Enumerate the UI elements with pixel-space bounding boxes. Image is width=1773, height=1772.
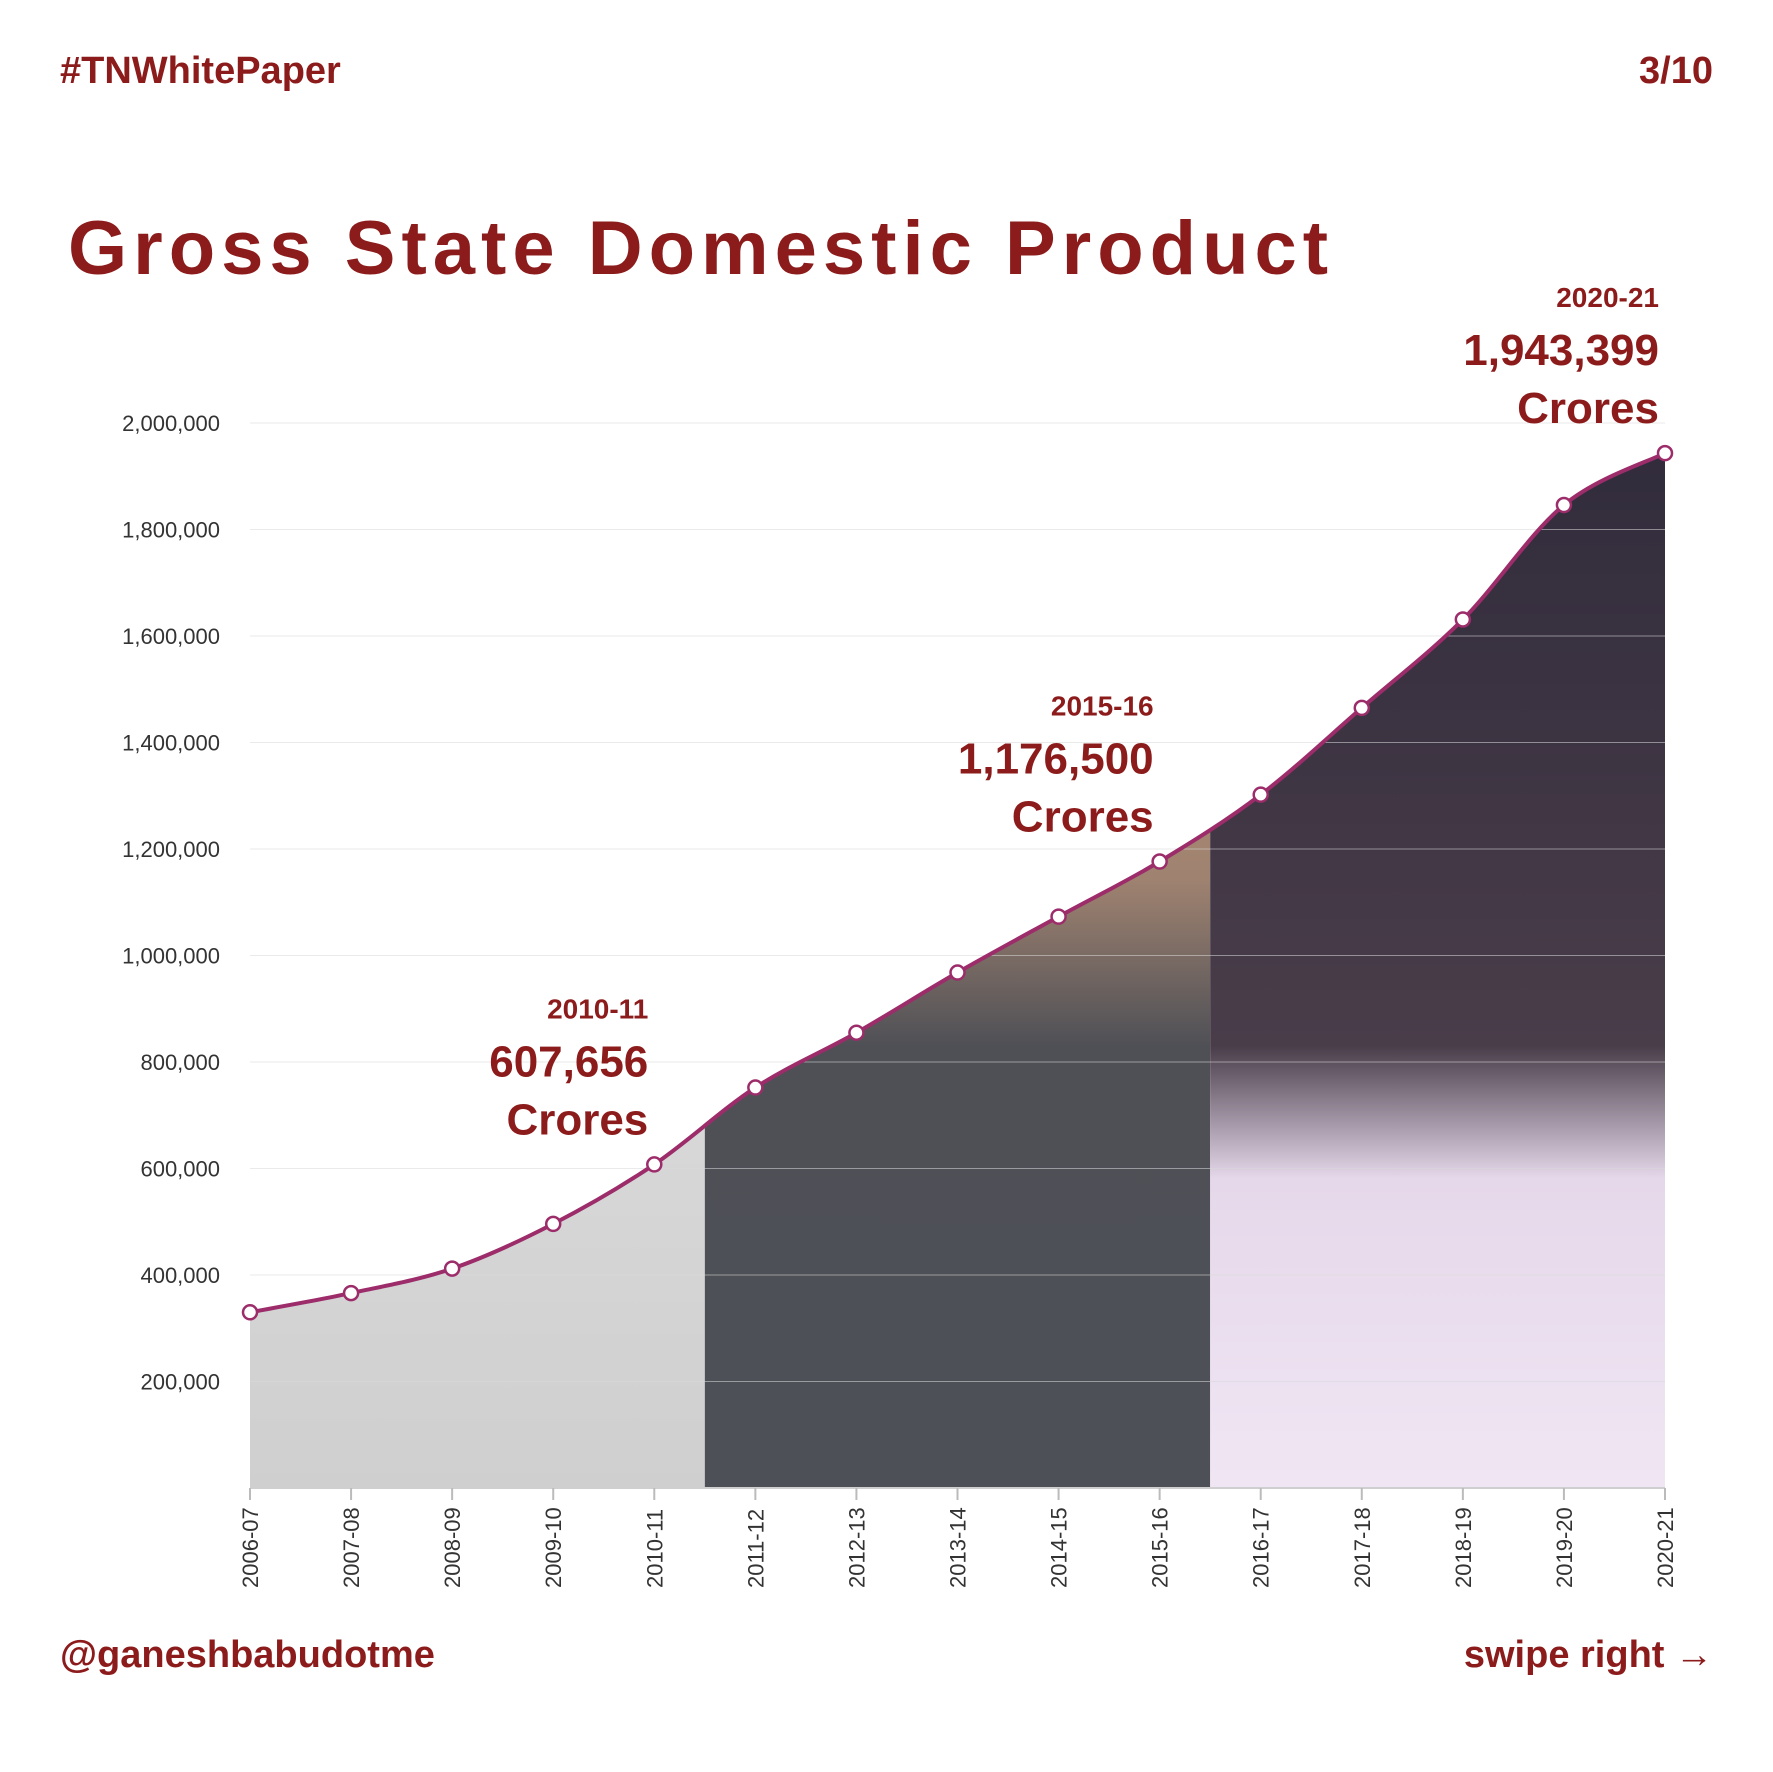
x-axis-ticks: 2006-07 2007-08 2008-09 2009-10 2010-11 2011-…	[238, 1488, 1678, 1588]
annotation-unit: Crores	[506, 1095, 648, 1144]
data-point	[646, 1156, 663, 1173]
grid-lines	[250, 422, 1665, 1489]
y-tick-label: 1,600,000	[122, 624, 220, 649]
data-point	[1050, 908, 1067, 925]
annotation-value: 1,943,399	[1463, 326, 1659, 375]
annotation-unit: Crores	[1517, 384, 1659, 433]
x-tick-label: 2008-09	[440, 1507, 465, 1588]
annotation-year: 2010-11	[547, 993, 648, 1024]
annotation-unit: Crores	[1012, 793, 1154, 842]
y-tick-label: 1,400,000	[122, 731, 220, 756]
data-point	[1353, 699, 1371, 717]
data-point	[1151, 853, 1168, 870]
x-tick-label: 2007-08	[339, 1507, 364, 1588]
annotation-year: 2015-16	[1051, 691, 1154, 722]
data-point	[949, 964, 966, 981]
x-tick-label: 2017-18	[1350, 1507, 1375, 1588]
x-tick-label: 2012-13	[844, 1507, 869, 1588]
x-tick-label: 2015-16	[1148, 1507, 1173, 1588]
data-points	[241, 444, 1674, 1321]
y-tick-label: 200,000	[140, 1370, 220, 1395]
chart-title: Gross State Domestic Product	[68, 206, 1335, 291]
era-band-3	[1210, 453, 1665, 1488]
y-tick-label: 400,000	[140, 1263, 220, 1288]
x-tick-label: 2019-20	[1552, 1507, 1577, 1588]
data-point	[1252, 786, 1269, 803]
y-tick-label: 1,200,000	[122, 837, 220, 862]
annotation-value: 1,176,500	[958, 735, 1154, 784]
annotation-year: 2020-21	[1556, 282, 1659, 313]
data-point	[544, 1215, 562, 1233]
y-axis-ticks: 200,000 400,000 600,000 800,000 1,000,000 1,2…	[122, 411, 220, 1395]
hashtag-label: #TNWhitePaper	[60, 50, 341, 92]
data-point	[342, 1284, 360, 1302]
data-point	[848, 1024, 865, 1041]
area-fill-photos	[250, 453, 1665, 1488]
swipe-right-hint[interactable]: swipe right →	[1463, 1634, 1713, 1676]
author-handle[interactable]: @ganeshbabudotme	[60, 1634, 435, 1676]
x-tick-label: 2011-12	[743, 1509, 768, 1588]
annotations: Crores 607,656 2010-11 Crores 1,176,500 2015-…	[489, 282, 1659, 1144]
data-point	[747, 1079, 764, 1096]
era-band-1	[250, 453, 705, 1488]
data-point	[1454, 611, 1472, 628]
x-tick-label: 2014-15	[1047, 1507, 1072, 1588]
x-tick-label: 2016-17	[1249, 1507, 1274, 1588]
x-tick-label: 2009-10	[541, 1507, 566, 1588]
y-tick-label: 2,000,000	[122, 411, 220, 436]
y-tick-label: 600,000	[140, 1157, 220, 1182]
x-tick-label: 2006-07	[238, 1507, 263, 1588]
y-tick-label: 1,800,000	[122, 518, 220, 543]
data-point	[1656, 444, 1674, 462]
x-tick-label: 2018-19	[1451, 1507, 1476, 1588]
era-band-2	[704, 453, 1211, 1488]
x-tick-label: 2010-11	[642, 1509, 667, 1588]
data-point	[1555, 496, 1573, 514]
data-point	[241, 1304, 259, 1321]
data-point	[443, 1260, 461, 1277]
gsdp-series-line	[249, 451, 1666, 1315]
x-tick-label: 2013-14	[946, 1507, 971, 1588]
page-indicator: 3/10	[1639, 50, 1713, 92]
y-tick-label: 1,000,000	[122, 944, 220, 969]
annotation-value: 607,656	[489, 1037, 648, 1086]
x-tick-label: 2020-21	[1653, 1507, 1678, 1588]
y-tick-label: 800,000	[140, 1050, 220, 1075]
